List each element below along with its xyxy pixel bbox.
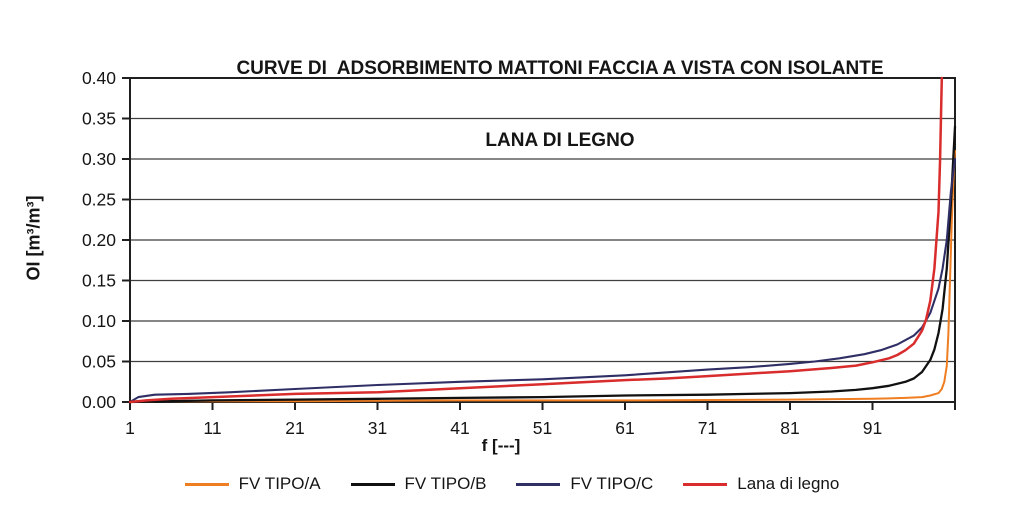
legend-item-fv-tipo-a: FV TIPO/A xyxy=(184,474,321,494)
y-tick-label: 0.20 xyxy=(82,230,116,250)
x-tick-label: 61 xyxy=(615,418,634,438)
series-line-fv-tipo-c xyxy=(128,157,957,404)
y-tick-label: 0.15 xyxy=(82,271,116,291)
y-tick-label: 0.40 xyxy=(82,68,116,88)
x-tick-label: 71 xyxy=(698,418,717,438)
series-line-fv-tipo-b xyxy=(128,125,957,404)
y-tick-label: 0.00 xyxy=(82,392,116,412)
legend-item-fv-tipo-b: FV TIPO/B xyxy=(350,474,487,494)
y-tick-label: 0.25 xyxy=(82,190,116,210)
chart-title-line-2: LANA DI LEGNO xyxy=(485,130,635,151)
series-line-fv-tipo-a xyxy=(129,149,956,403)
x-tick-label: 31 xyxy=(368,418,387,438)
legend-label: FV TIPO/C xyxy=(570,474,654,493)
x-tick-label: 41 xyxy=(450,418,469,438)
legend-label: FV TIPO/A xyxy=(238,474,321,493)
x-tick-label: 91 xyxy=(863,418,882,438)
chart-title: CURVE DI ADSORBIMENTO MATTONI FACCIA A V… xyxy=(96,9,1024,201)
legend-swatch xyxy=(184,482,229,486)
legend-swatch xyxy=(350,482,395,486)
x-axis-title: f [---] xyxy=(481,436,521,455)
legend: FV TIPO/A FV TIPO/B FV TIPO/C Lana di legno xyxy=(0,474,1024,494)
x-tick-label: 51 xyxy=(533,418,552,438)
legend-swatch xyxy=(516,482,561,486)
y-axis-title: OI [m³/m³] xyxy=(23,195,44,281)
x-tick-label: 21 xyxy=(285,418,304,438)
y-tick-label: 0.30 xyxy=(82,149,116,169)
x-tick-label: 11 xyxy=(203,418,221,438)
legend-swatch xyxy=(683,482,728,486)
y-tick-label: 0.35 xyxy=(82,109,116,129)
x-tick-label: 81 xyxy=(780,418,799,438)
legend-item-lana-di-legno: Lana di legno xyxy=(683,474,839,494)
legend-item-fv-tipo-c: FV TIPO/C xyxy=(516,474,653,494)
y-tick-label: 0.05 xyxy=(82,352,116,372)
series-line-lana-di-legno xyxy=(128,76,944,404)
y-tick-label: 0.10 xyxy=(82,311,116,331)
chart-title-line-1: CURVE DI ADSORBIMENTO MATTONI FACCIA A V… xyxy=(236,58,884,79)
x-tick-label: 1 xyxy=(125,418,135,438)
legend-label: FV TIPO/B xyxy=(404,474,487,493)
legend-label: Lana di legno xyxy=(737,474,840,493)
